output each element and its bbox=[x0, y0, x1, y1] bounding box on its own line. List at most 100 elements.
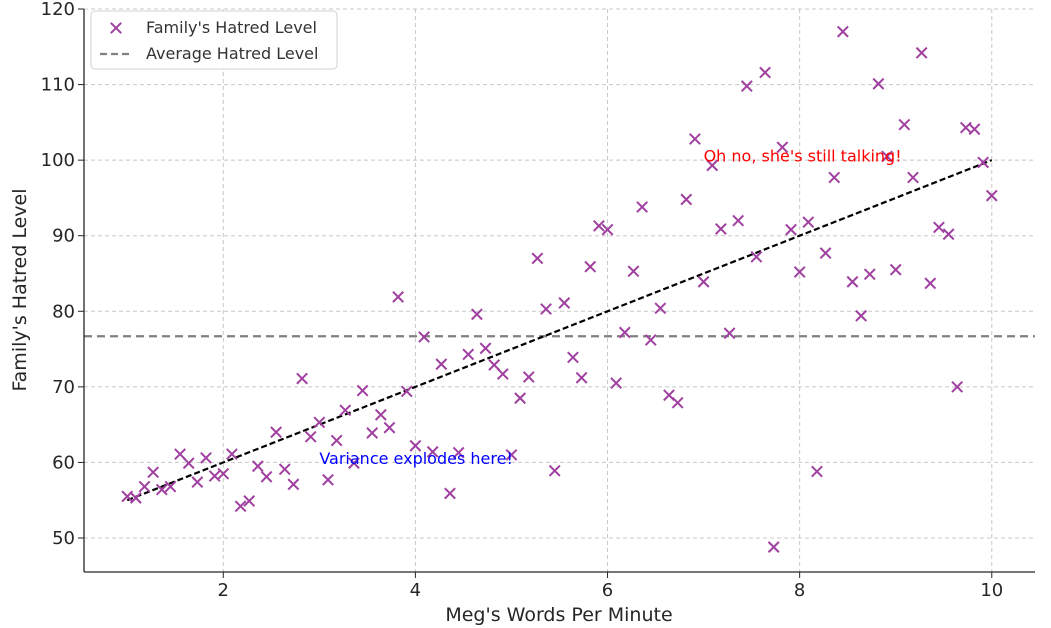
data-point bbox=[217, 467, 230, 480]
data-point bbox=[592, 219, 605, 232]
data-point bbox=[226, 448, 238, 461]
data-point bbox=[558, 297, 571, 309]
grid-lines bbox=[84, 8, 1035, 572]
data-point bbox=[846, 275, 859, 288]
y-tick-label: 110 bbox=[41, 75, 75, 96]
data-point bbox=[750, 250, 763, 263]
x-tick-label: 2 bbox=[218, 580, 229, 601]
data-point bbox=[304, 430, 317, 443]
data-point bbox=[435, 358, 448, 371]
data-point bbox=[505, 448, 518, 461]
data-point bbox=[689, 133, 701, 145]
data-point bbox=[174, 448, 186, 461]
data-point bbox=[811, 465, 823, 478]
data-point bbox=[287, 478, 300, 491]
data-point bbox=[828, 171, 841, 184]
data-point bbox=[855, 309, 868, 322]
data-point bbox=[374, 408, 387, 421]
data-point bbox=[819, 247, 832, 260]
data-point bbox=[575, 371, 588, 384]
legend-box bbox=[90, 10, 338, 70]
data-point bbox=[836, 25, 849, 38]
data-point bbox=[452, 446, 465, 459]
data-point bbox=[191, 476, 204, 488]
data-point bbox=[740, 80, 753, 92]
data-point bbox=[540, 303, 552, 315]
data-point bbox=[200, 451, 212, 464]
y-tick-label: 70 bbox=[52, 377, 75, 398]
data-point bbox=[671, 396, 684, 409]
data-point bbox=[898, 118, 911, 131]
data-point bbox=[470, 308, 483, 321]
data-point bbox=[863, 268, 876, 281]
annotation-text: Variance explodes here! bbox=[319, 449, 513, 468]
tick-labels: 2 4 6 8 10 50 60 70 80 90 100 110 120 bbox=[41, 0, 1004, 601]
data-point bbox=[155, 483, 168, 496]
data-point bbox=[627, 265, 640, 278]
data-point bbox=[636, 201, 649, 213]
data-point bbox=[924, 277, 937, 290]
y-tick-label: 120 bbox=[41, 0, 75, 20]
data-point bbox=[418, 331, 430, 343]
data-point bbox=[182, 457, 195, 470]
data-point bbox=[968, 123, 981, 136]
legend: Family's Hatred Level Average Hatred Lev… bbox=[90, 10, 338, 70]
data-point bbox=[942, 228, 955, 241]
data-point bbox=[251, 460, 264, 473]
data-point bbox=[697, 275, 710, 288]
data-point bbox=[767, 541, 780, 553]
data-point bbox=[260, 470, 273, 483]
data-point bbox=[654, 302, 667, 315]
x-axis-title: Meg's Words Per Minute bbox=[445, 604, 672, 626]
data-point bbox=[409, 439, 422, 452]
x-tick-label: 8 bbox=[794, 580, 805, 601]
legend-label-average: Average Hatred Level bbox=[146, 44, 318, 63]
annotations: Oh no, she's still talking! Variance expl… bbox=[319, 147, 901, 468]
data-point bbox=[488, 359, 501, 371]
data-point bbox=[444, 487, 456, 500]
data-point bbox=[496, 368, 509, 380]
data-point bbox=[785, 223, 797, 236]
data-point bbox=[706, 159, 719, 172]
data-point bbox=[278, 463, 291, 476]
data-point bbox=[802, 216, 815, 229]
y-tick-label: 50 bbox=[52, 528, 75, 549]
data-point bbox=[915, 46, 928, 59]
data-point bbox=[147, 466, 160, 479]
data-point bbox=[208, 470, 221, 482]
data-point bbox=[514, 392, 527, 405]
data-point bbox=[601, 223, 614, 236]
data-point bbox=[383, 421, 396, 434]
data-point bbox=[366, 427, 379, 439]
data-point bbox=[392, 291, 405, 303]
data-point bbox=[339, 404, 352, 417]
y-tick-label: 90 bbox=[52, 226, 75, 247]
data-point bbox=[426, 445, 439, 458]
data-point bbox=[330, 434, 343, 447]
y-axis-title: Family's Hatred Level bbox=[9, 188, 31, 391]
data-point bbox=[164, 480, 177, 493]
data-point bbox=[584, 260, 597, 273]
y-tick-label: 80 bbox=[52, 301, 75, 322]
data-point bbox=[296, 372, 308, 385]
data-point bbox=[872, 77, 885, 90]
data-point bbox=[610, 377, 623, 389]
data-point bbox=[907, 171, 919, 184]
x-tick-label: 10 bbox=[980, 580, 1003, 601]
data-point bbox=[567, 351, 579, 364]
annotation-text: Oh no, she's still talking! bbox=[704, 147, 902, 166]
data-point bbox=[793, 266, 806, 278]
data-point bbox=[881, 150, 893, 163]
data-point bbox=[322, 473, 334, 486]
data-point bbox=[723, 327, 736, 340]
x-tick-label: 4 bbox=[410, 580, 421, 601]
data-point bbox=[479, 342, 492, 355]
data-point bbox=[531, 252, 544, 265]
legend-label-hatred: Family's Hatred Level bbox=[146, 18, 317, 37]
data-point bbox=[889, 263, 902, 276]
data-point bbox=[522, 371, 535, 383]
data-point bbox=[776, 141, 789, 154]
data-point bbox=[732, 214, 745, 227]
axes bbox=[78, 8, 1035, 578]
